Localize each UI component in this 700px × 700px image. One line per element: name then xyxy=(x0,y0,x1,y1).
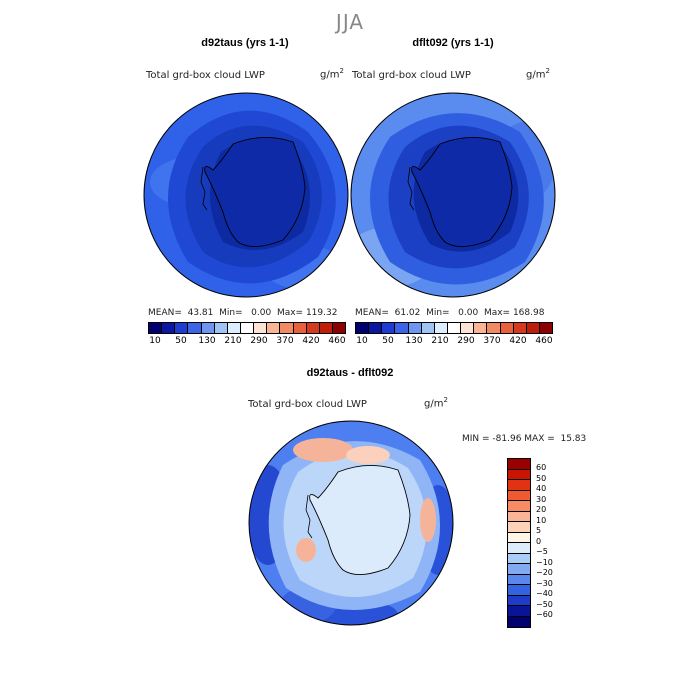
colorbar-tick-label: 5 xyxy=(536,526,542,535)
colorbar-swatch xyxy=(461,323,475,333)
colorbar-tick-label: −40 xyxy=(536,589,553,598)
colorbar-swatch xyxy=(267,323,281,333)
colorbar-tick-label: 10 xyxy=(149,336,161,346)
colorbar-swatch xyxy=(369,323,383,333)
colorbar-diff-labels: 60 50 40 30 20 10 5 0 −5 −10 −20 −30 −40 −50 −60 xyxy=(536,463,553,621)
colorbar-swatch xyxy=(508,469,530,480)
stats-right: MEAN= 61.02 Min= 0.00 Max= 168.98 xyxy=(355,308,545,318)
colorbar-diff xyxy=(507,458,531,628)
colorbar-ticks-right: 10 50 130 210 290 370 420 460 xyxy=(349,336,557,346)
colorbar-tick-label: 50 xyxy=(175,336,187,346)
colorbar-tick-label: −60 xyxy=(536,610,553,619)
colorbar-tick-label: 420 xyxy=(302,336,320,346)
units-label-left: g/m2 xyxy=(320,67,344,81)
colorbar-swatch xyxy=(508,543,530,554)
stats-diff: MIN = -81.96 MAX = 15.83 xyxy=(462,434,587,444)
colorbar-swatch xyxy=(508,553,530,564)
map-right xyxy=(350,92,556,298)
colorbar-swatch xyxy=(508,459,530,470)
colorbar-swatch xyxy=(240,323,255,333)
colorbar-swatch xyxy=(508,616,530,627)
colorbar-tick-label: −5 xyxy=(536,547,548,556)
colorbar-swatch xyxy=(280,323,294,333)
colorbar-tick-label: 460 xyxy=(328,336,346,346)
colorbar-swatch xyxy=(306,323,320,333)
colorbar-tick-label: 20 xyxy=(536,505,547,514)
colorbar-tick-label: 0 xyxy=(536,536,542,546)
colorbar-tick-label: −30 xyxy=(536,578,553,588)
colorbar-swatch xyxy=(487,323,501,333)
colorbar-swatch xyxy=(175,323,189,333)
colorbar-swatch xyxy=(508,501,530,512)
colorbar-swatch xyxy=(162,323,176,333)
colorbar-swatch xyxy=(508,532,530,543)
map-left xyxy=(143,92,349,298)
colorbar-swatch xyxy=(395,323,409,333)
colorbar-tick-label: 50 xyxy=(382,336,394,346)
colorbar-tick-label: 290 xyxy=(250,336,268,346)
colorbar-swatch xyxy=(434,323,448,333)
variable-label-left: Total grd-box cloud LWP xyxy=(146,70,265,81)
colorbar-swatch xyxy=(539,323,553,333)
colorbar-swatch xyxy=(508,511,530,522)
colorbar-tick-label: 370 xyxy=(483,336,501,346)
colorbar-swatch xyxy=(254,323,268,333)
colorbar-left xyxy=(148,322,346,334)
colorbar-swatch xyxy=(500,323,514,333)
colorbar-tick-label: 30 xyxy=(536,494,547,504)
colorbar-tick-label: 420 xyxy=(509,336,527,346)
colorbar-swatch xyxy=(513,323,527,333)
colorbar-swatch xyxy=(356,323,370,333)
colorbar-swatch xyxy=(201,323,215,333)
colorbar-swatch xyxy=(214,323,228,333)
colorbar-tick-label: 130 xyxy=(405,336,423,346)
colorbar-tick-label: 210 xyxy=(224,336,242,346)
colorbar-right xyxy=(355,322,553,334)
colorbar-swatch xyxy=(526,323,540,333)
colorbar-tick-label: 40 xyxy=(536,484,547,493)
colorbar-swatch xyxy=(382,323,396,333)
colorbar-swatch xyxy=(227,323,241,333)
panel-title-left: d92taus (yrs 1-1) xyxy=(201,37,289,49)
colorbar-swatch xyxy=(508,480,530,491)
colorbar-tick-label: 210 xyxy=(431,336,449,346)
colorbar-swatch xyxy=(188,323,202,333)
colorbar-swatch xyxy=(508,522,530,533)
units-label-right: g/m2 xyxy=(526,67,550,81)
colorbar-swatch xyxy=(408,323,422,333)
colorbar-swatch xyxy=(293,323,307,333)
panel-title-diff: d92taus - dflt092 xyxy=(306,367,394,379)
colorbar-tick-label: 370 xyxy=(276,336,294,346)
colorbar-swatch xyxy=(508,574,530,585)
stats-left: MEAN= 43.81 Min= 0.00 Max= 119.32 xyxy=(148,308,338,318)
map-diff xyxy=(248,420,454,626)
colorbar-swatch xyxy=(508,606,530,617)
colorbar-swatch xyxy=(474,323,488,333)
colorbar-tick-label: 60 xyxy=(536,463,547,472)
season-title: JJA xyxy=(335,10,365,34)
colorbar-tick-label: 290 xyxy=(457,336,475,346)
colorbar-tick-label: −10 xyxy=(536,557,553,567)
variable-label-diff: Total grd-box cloud LWP xyxy=(248,399,367,410)
colorbar-swatch xyxy=(447,323,462,333)
colorbar-swatch xyxy=(332,323,346,333)
colorbar-tick-label: 460 xyxy=(535,336,553,346)
colorbar-tick-label: 10 xyxy=(356,336,368,346)
colorbar-swatch xyxy=(508,595,530,606)
colorbar-tick-label: −20 xyxy=(536,568,553,577)
colorbar-swatch xyxy=(149,323,163,333)
colorbar-swatch xyxy=(508,490,530,501)
colorbar-swatch xyxy=(508,564,530,575)
colorbar-swatch xyxy=(421,323,435,333)
colorbar-tick-label: 130 xyxy=(198,336,216,346)
colorbar-ticks-left: 10 50 130 210 290 370 420 460 xyxy=(142,336,350,346)
units-label-diff: g/m2 xyxy=(424,396,448,410)
colorbar-tick-label: 50 xyxy=(536,473,547,483)
colorbar-tick-label: 10 xyxy=(536,515,547,525)
colorbar-swatch xyxy=(319,323,333,333)
panel-title-right: dflt092 (yrs 1-1) xyxy=(412,37,494,49)
colorbar-swatch xyxy=(508,585,530,596)
colorbar-tick-label: −50 xyxy=(536,599,553,609)
variable-label-right: Total grd-box cloud LWP xyxy=(352,70,471,81)
